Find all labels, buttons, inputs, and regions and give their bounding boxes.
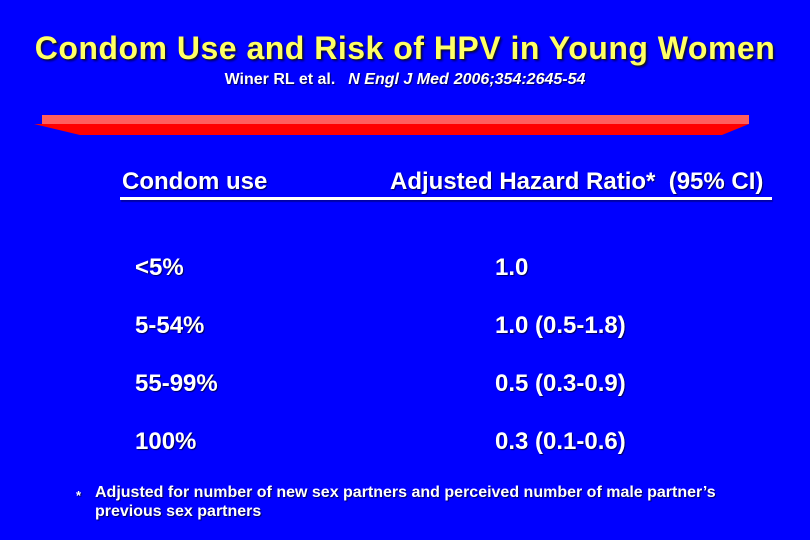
condom-use-cell: <5% — [135, 254, 184, 281]
column-header-condom-use: Condom use — [122, 168, 268, 195]
red-divider-bar — [34, 115, 749, 135]
slide-title: Condom Use and Risk of HPV in Young Wome… — [34, 30, 776, 66]
hazard-ratio-cell: 1.0 (0.5-1.8) — [495, 312, 626, 339]
hazard-ratio-cell: 0.3 (0.1-0.6) — [495, 428, 626, 455]
hazard-ratio-cell: 0.5 (0.3-0.9) — [495, 370, 626, 397]
condom-use-cell: 100% — [135, 428, 197, 455]
citation: Winer RL et al. N Engl J Med 2006;354:2645… — [0, 71, 810, 89]
citation-reference: 2006;354:2645-54 — [453, 71, 586, 88]
footnote: * Adjusted for number of new sex partner… — [76, 484, 756, 521]
header-underline — [120, 197, 772, 200]
hazard-ratio-cell: 1.0 — [495, 254, 529, 281]
column-header-hazard-ratio: Adjusted Hazard Ratio* (95% CI) — [390, 168, 764, 195]
condom-use-cell: 5-54% — [135, 312, 205, 339]
citation-journal: N Engl J Med — [348, 71, 449, 88]
table-row: 55-99% 0.5 (0.3-0.9) — [120, 370, 772, 400]
table-row: 5-54% 1.0 (0.5-1.8) — [120, 312, 772, 342]
table-row: <5% 1.0 — [120, 254, 772, 284]
condom-use-cell: 55-99% — [135, 370, 218, 397]
footnote-asterisk: * — [76, 488, 82, 503]
footnote-text: Adjusted for number of new sex partners … — [95, 484, 716, 520]
citation-authors: Winer RL et al. — [224, 71, 336, 88]
hazard-ratio-table: Condom use Adjusted Hazard Ratio* (95% C… — [120, 168, 772, 458]
table-row: 100% 0.3 (0.1-0.6) — [120, 428, 772, 458]
